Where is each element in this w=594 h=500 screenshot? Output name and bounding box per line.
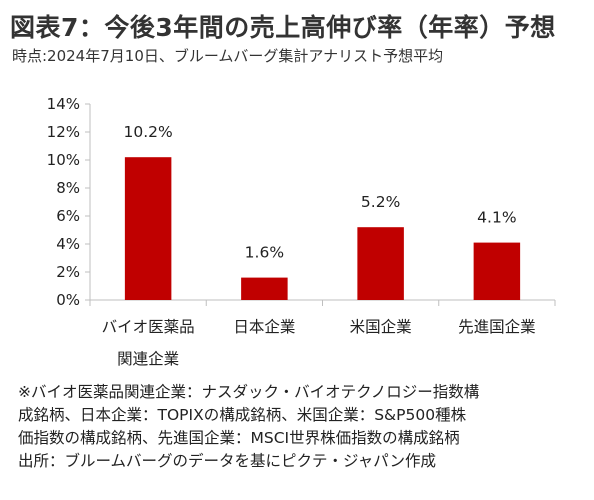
chart-title: 図表7：今後3年間の売上高伸び率（年率）予想 xyxy=(10,13,556,42)
x-tick-label: 米国企業 xyxy=(350,318,412,336)
y-tick-label: 14% xyxy=(47,95,80,113)
y-tick-label: 6% xyxy=(56,207,80,225)
data-label: 5.2% xyxy=(361,193,400,211)
note-line: 価指数の構成銘柄、先進国企業：MSCI世界株価指数の構成銘柄 xyxy=(18,429,460,447)
bar xyxy=(241,277,288,300)
y-tick-label: 12% xyxy=(47,123,80,141)
x-tick-label: 先進国企業 xyxy=(458,318,536,336)
y-tick-label: 0% xyxy=(56,291,80,309)
data-label: 10.2% xyxy=(124,123,173,141)
note-line: 出所：ブルームバーグのデータを基にピクテ・ジャパン作成 xyxy=(18,452,437,470)
chart-subtitle: 時点:2024年7月10日、ブルームバーグ集計アナリスト予想平均 xyxy=(12,47,444,65)
x-tick-label: バイオ医薬品 xyxy=(102,318,195,336)
note-line: 成銘柄、日本企業：TOPIXの構成銘柄、米国企業：S&P500種株 xyxy=(18,406,467,424)
bar xyxy=(357,227,404,300)
data-label: 1.6% xyxy=(245,244,284,262)
data-label: 4.1% xyxy=(477,209,516,227)
bar-chart: 0% 2% 4% 6% 8% 10% 12% 14% 10.2% バイオ医薬品関連企業 1.6% 日本… xyxy=(47,95,556,368)
y-tick-label: 10% xyxy=(47,151,80,169)
bar xyxy=(124,157,172,300)
x-tick-label: 日本企業 xyxy=(233,318,295,336)
note-line: ※バイオ医薬品関連企業：ナスダック・バイオテクノロジー指数構 xyxy=(18,383,480,401)
y-tick-label: 8% xyxy=(56,179,80,197)
y-tick-label: 2% xyxy=(56,263,80,281)
y-tick-label: 4% xyxy=(56,235,80,253)
bar xyxy=(473,242,521,300)
x-tick-label: 関連企業 xyxy=(117,350,179,368)
chart-notes: ※バイオ医薬品関連企業：ナスダック・バイオテクノロジー指数構 成銘柄、日本企業：… xyxy=(18,381,479,473)
